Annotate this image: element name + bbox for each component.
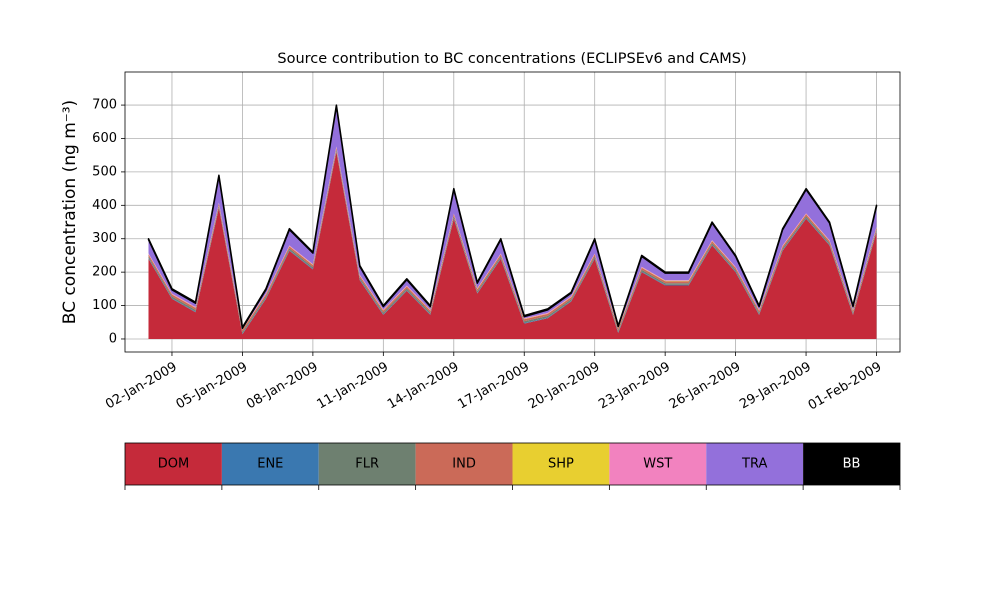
- plot-frame: [124, 71, 901, 353]
- legend-label: FLR: [355, 457, 379, 472]
- x-tick-label: 02-Jan-2009: [103, 360, 180, 413]
- legend-label: IND: [452, 457, 476, 472]
- legend-swatch: [221, 443, 319, 485]
- y-tick-label: 300: [92, 231, 117, 246]
- x-tick-label: 23-Jan-2009: [596, 360, 673, 413]
- legend-label: BB: [843, 457, 861, 472]
- area: [147, 104, 878, 330]
- legend-label: SHP: [548, 457, 574, 472]
- legend-swatch: [318, 443, 416, 485]
- legend-frame: [124, 442, 901, 486]
- legend-swatch: [125, 443, 222, 485]
- chart-title: Source contribution to BC concentrations…: [277, 51, 746, 67]
- x-tick-label: 20-Jan-2009: [526, 360, 603, 413]
- x-tick-label: 11-Jan-2009: [314, 360, 391, 413]
- legend-swatch: [706, 443, 804, 485]
- legend-label: WST: [643, 457, 672, 472]
- legend-swatch: [415, 443, 513, 485]
- legend-swatch: [512, 443, 610, 485]
- legend-swatch: [803, 443, 900, 485]
- y-tick-label: 200: [92, 265, 117, 280]
- x-tick-label: 08-Jan-2009: [244, 360, 321, 413]
- legend-label: ENE: [257, 457, 283, 472]
- y-tick-label: 400: [92, 198, 117, 213]
- x-tick-label: 01-Feb-2009: [806, 360, 885, 414]
- x-tick-label: 29-Jan-2009: [737, 360, 814, 413]
- legend-label: DOM: [158, 457, 189, 472]
- y-axis-label: BC concentration (ng m⁻³): [60, 100, 80, 324]
- y-tick-label: 100: [92, 298, 117, 313]
- x-tick-label: 26-Jan-2009: [667, 360, 744, 413]
- x-tick-label: 17-Jan-2009: [455, 360, 532, 413]
- y-tick-label: 600: [92, 131, 117, 146]
- area: [148, 151, 877, 339]
- y-tick-label: 0: [109, 331, 117, 346]
- legend-swatch: [609, 443, 707, 485]
- legend-label: TRA: [741, 457, 767, 472]
- area: [148, 106, 877, 329]
- y-tick-label: 700: [92, 98, 117, 113]
- x-tick-label: 14-Jan-2009: [385, 360, 462, 413]
- y-tick-label: 500: [92, 164, 117, 179]
- x-tick-label: 05-Jan-2009: [174, 360, 251, 413]
